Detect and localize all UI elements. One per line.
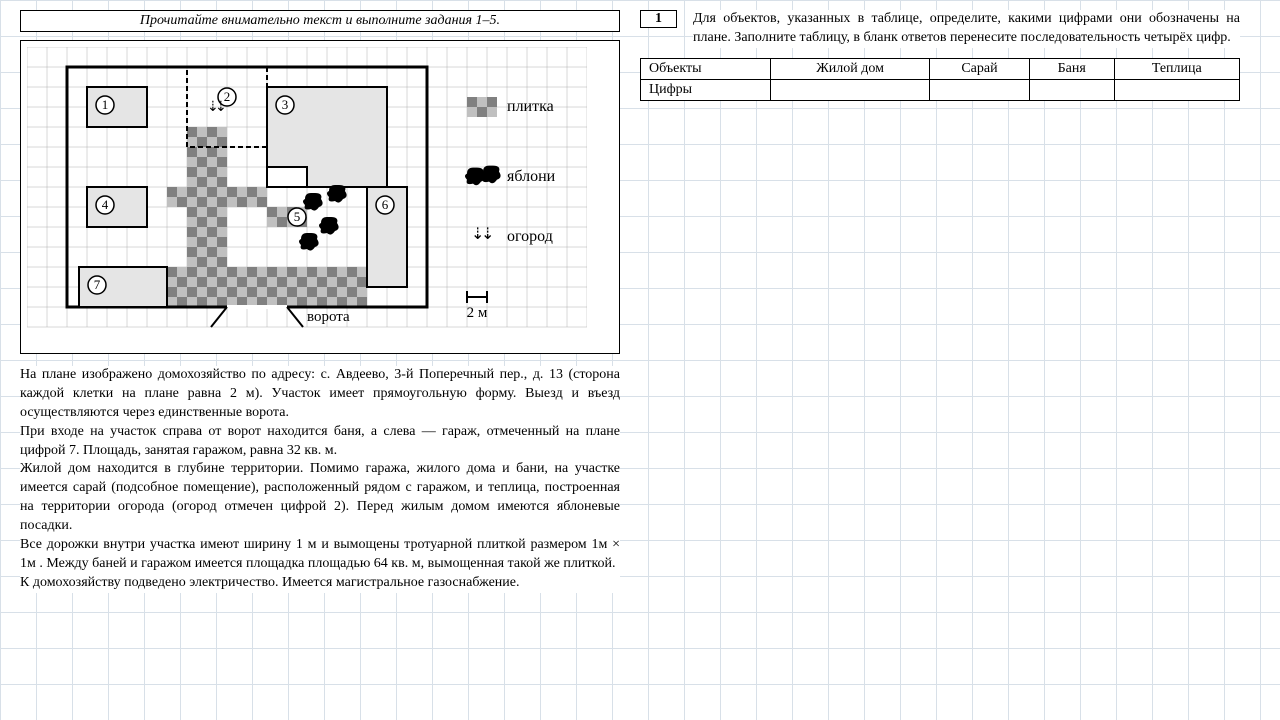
table-cell: Теплица: [1114, 58, 1239, 79]
table-cell: Сарай: [930, 58, 1030, 79]
table-cell: [1114, 79, 1239, 100]
paragraph: На плане изображено домохозяйство по адр…: [20, 366, 620, 423]
site-plan-diagram: 1346725⇣⇣ворота2 мплиткаяблони⇣⇣огород: [27, 47, 587, 347]
task-text: Для объектов, указанных в таблице, опред…: [693, 10, 1240, 48]
table-cell: [771, 79, 930, 100]
plan-container: 1346725⇣⇣ворота2 мплиткаяблони⇣⇣огород: [20, 40, 620, 354]
table-row: Объекты Жилой дом Сарай Баня Теплица: [641, 58, 1240, 79]
table-cell: [1029, 79, 1114, 100]
table-cell: Цифры: [641, 79, 771, 100]
svg-text:3: 3: [282, 97, 289, 112]
svg-text:ворота: ворота: [307, 309, 350, 325]
svg-text:2 м: 2 м: [467, 305, 488, 321]
svg-text:5: 5: [294, 209, 301, 224]
task-number-box: 1: [640, 10, 677, 28]
svg-text:огород: огород: [507, 228, 553, 245]
left-column: Прочитайте внимательно текст и выполните…: [20, 10, 620, 593]
table-cell: [930, 79, 1030, 100]
table-cell: Баня: [1029, 58, 1114, 79]
task-header: 1 Для объектов, указанных в таблице, опр…: [640, 10, 1240, 48]
problem-text: На плане изображено домохозяйство по адр…: [20, 366, 620, 593]
svg-text:7: 7: [94, 277, 101, 292]
svg-text:4: 4: [102, 197, 109, 212]
paragraph: К домохозяйству подведено электричество.…: [20, 574, 620, 593]
paragraph: При входе на участок справа от ворот нах…: [20, 423, 620, 461]
instruction-box: Прочитайте внимательно текст и выполните…: [20, 10, 620, 32]
table-cell: Жилой дом: [771, 58, 930, 79]
svg-text:яблони: яблони: [507, 168, 556, 185]
table-cell: Объекты: [641, 58, 771, 79]
content-wrapper: Прочитайте внимательно текст и выполните…: [0, 0, 1280, 603]
svg-text:плитка: плитка: [507, 98, 554, 115]
svg-text:1: 1: [102, 97, 109, 112]
paragraph: Все дорожки внутри участка имеют ширину …: [20, 536, 620, 574]
svg-text:6: 6: [382, 197, 389, 212]
paragraph: Жилой дом находится в глубине территории…: [20, 460, 620, 536]
right-column: 1 Для объектов, указанных в таблице, опр…: [640, 10, 1240, 593]
svg-text:⇣: ⇣: [481, 226, 494, 243]
svg-text:⇣: ⇣: [215, 100, 227, 115]
answer-table: Объекты Жилой дом Сарай Баня Теплица Циф…: [640, 58, 1240, 101]
table-row: Цифры: [641, 79, 1240, 100]
